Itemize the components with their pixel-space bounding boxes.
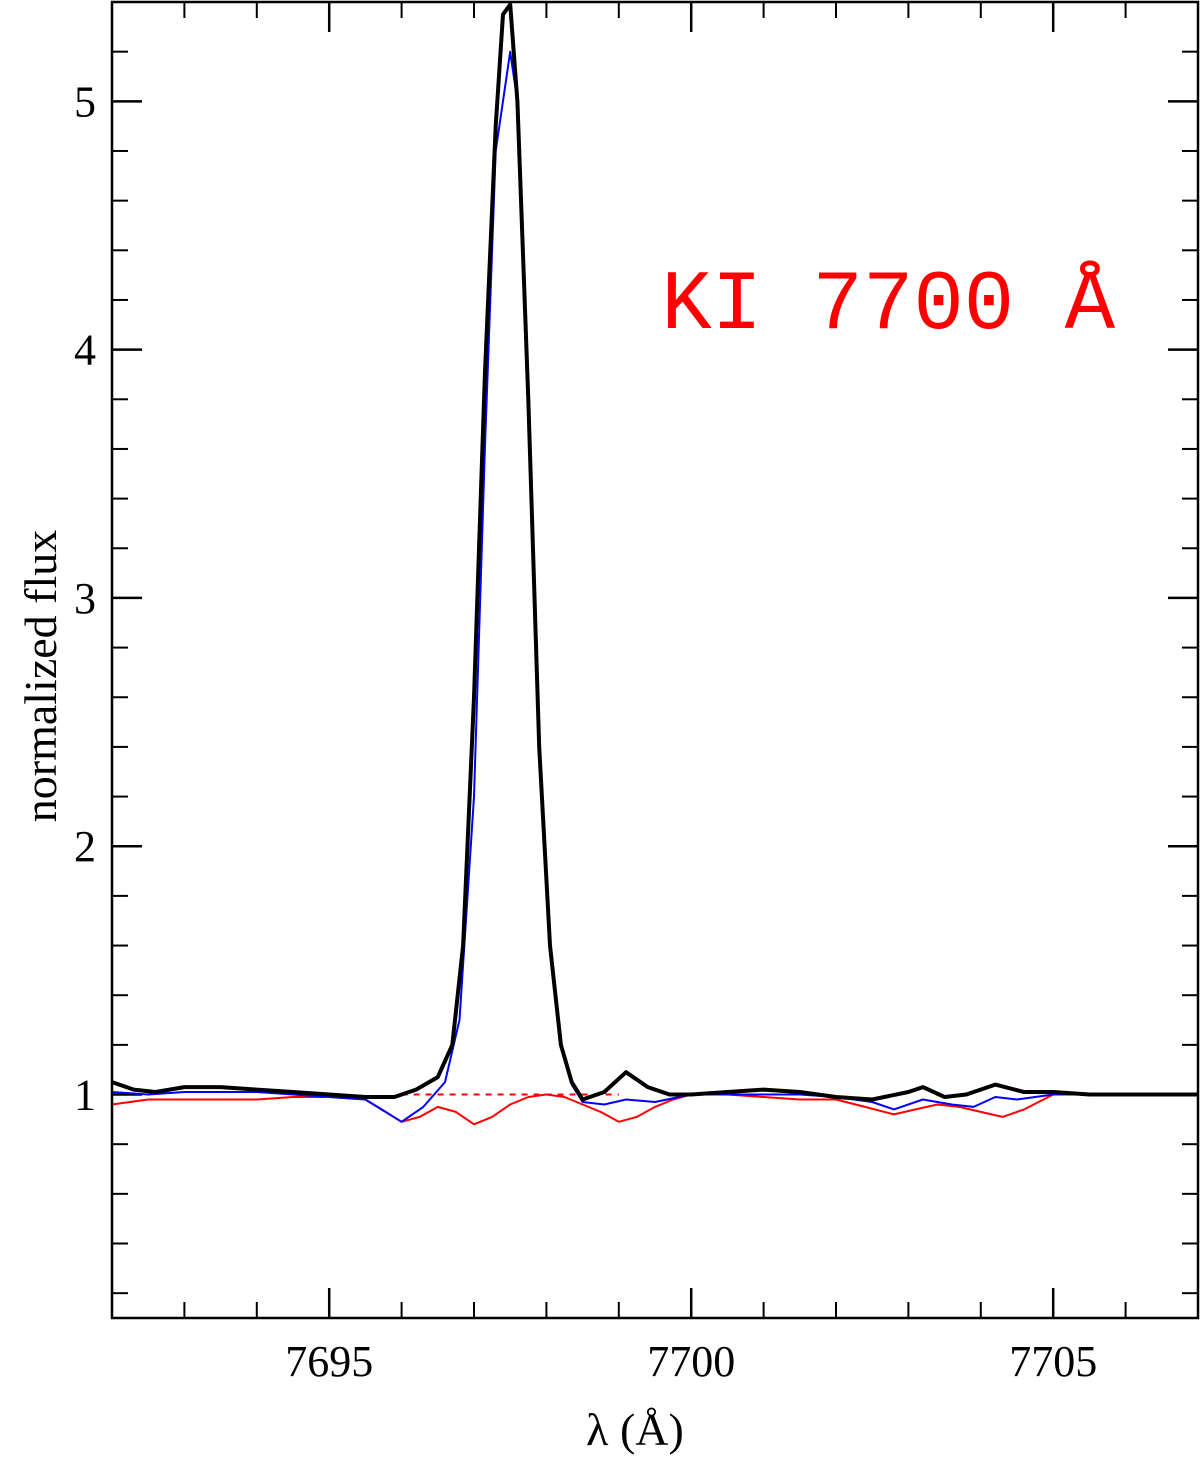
line-annotation: KI 7700 Å (661, 259, 1115, 354)
minor-ticks (111, 1, 1199, 1318)
series-layer (111, 2, 1198, 1126)
plot-frame (110, 0, 1200, 1320)
major-ticks (112, 2, 1198, 1318)
x-tick-label: 7700 (647, 1337, 735, 1386)
y-tick-label: 3 (74, 574, 96, 623)
y-tick-label: 5 (74, 77, 96, 126)
x-tick-label: 7695 (285, 1337, 373, 1386)
x-axis-label: λ (Å) (586, 1404, 684, 1455)
y-tick-label: 4 (74, 326, 96, 375)
y-axis-label: normalized flux (15, 530, 66, 823)
x-tick-label: 7705 (1009, 1337, 1097, 1386)
y-tick-label: 2 (74, 822, 96, 871)
series-line-observed (111, 2, 1198, 1102)
y-tick-label: 1 (74, 1071, 96, 1120)
series-line-model (111, 50, 1198, 1123)
tick-labels: 7695 7700 7705 1 2 3 4 5 (74, 77, 1097, 1386)
